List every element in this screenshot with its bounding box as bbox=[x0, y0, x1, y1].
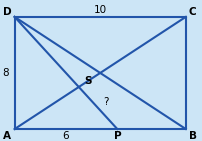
Text: 6: 6 bbox=[62, 131, 69, 141]
Text: ?: ? bbox=[103, 97, 108, 107]
Text: A: A bbox=[3, 131, 11, 141]
Text: S: S bbox=[84, 76, 92, 86]
Polygon shape bbox=[15, 17, 185, 129]
Text: 8: 8 bbox=[2, 68, 9, 78]
Text: B: B bbox=[188, 131, 196, 141]
Text: 10: 10 bbox=[93, 5, 106, 15]
Text: D: D bbox=[3, 7, 11, 17]
Text: P: P bbox=[114, 131, 121, 141]
Text: C: C bbox=[188, 7, 196, 17]
